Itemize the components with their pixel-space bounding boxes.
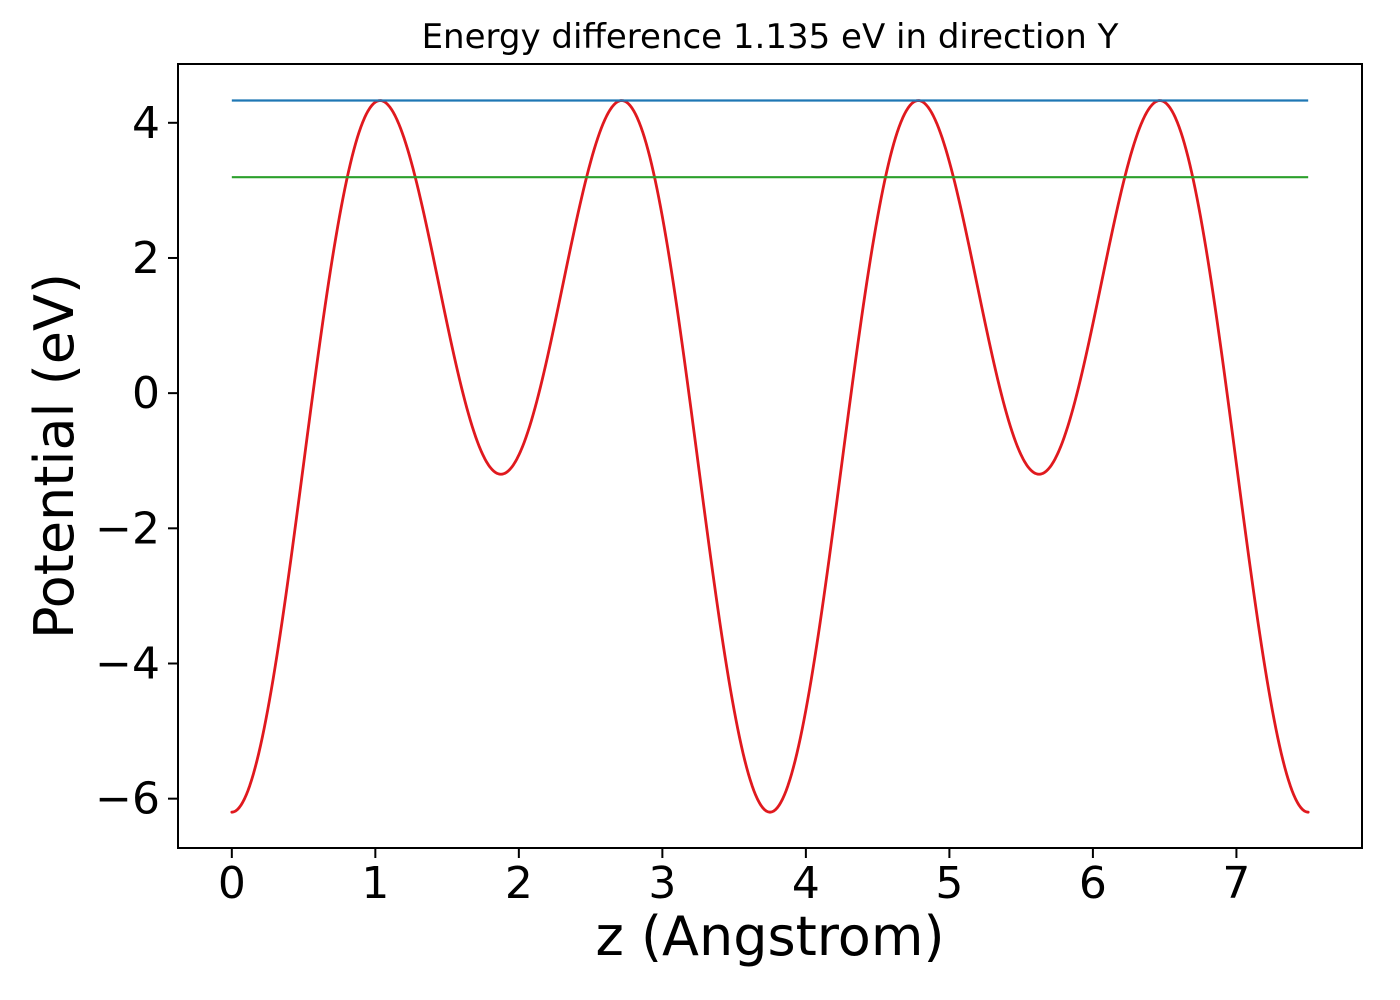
y-tick-label: −2	[95, 503, 160, 554]
x-tick-label: 1	[361, 858, 389, 909]
x-tick-label: 5	[935, 858, 963, 909]
x-tick-label: 6	[1079, 858, 1107, 909]
x-tick-label: 4	[792, 858, 820, 909]
plot-border	[177, 63, 1363, 849]
plot-area: 0 1 2 3 4 5 6 7 −6 −4 −2 0 2 4	[95, 63, 1363, 909]
x-tick-label: 2	[505, 858, 533, 909]
y-tick-label: 2	[132, 233, 160, 284]
chart-title: Energy difference 1.135 eV in direction …	[422, 17, 1119, 57]
x-tick-label: 3	[648, 858, 676, 909]
potential-curve	[230, 99, 1310, 814]
x-tick-label: 7	[1222, 858, 1250, 909]
y-tick-label: 4	[132, 98, 160, 149]
y-axis-label: Potential (eV)	[23, 273, 86, 639]
y-tick-label: −6	[95, 774, 160, 825]
x-tick-label: 0	[218, 858, 246, 909]
y-tick-label: 0	[132, 368, 160, 419]
y-tick-label: −4	[95, 638, 160, 689]
x-axis-label: z (Angstrom)	[595, 905, 944, 968]
